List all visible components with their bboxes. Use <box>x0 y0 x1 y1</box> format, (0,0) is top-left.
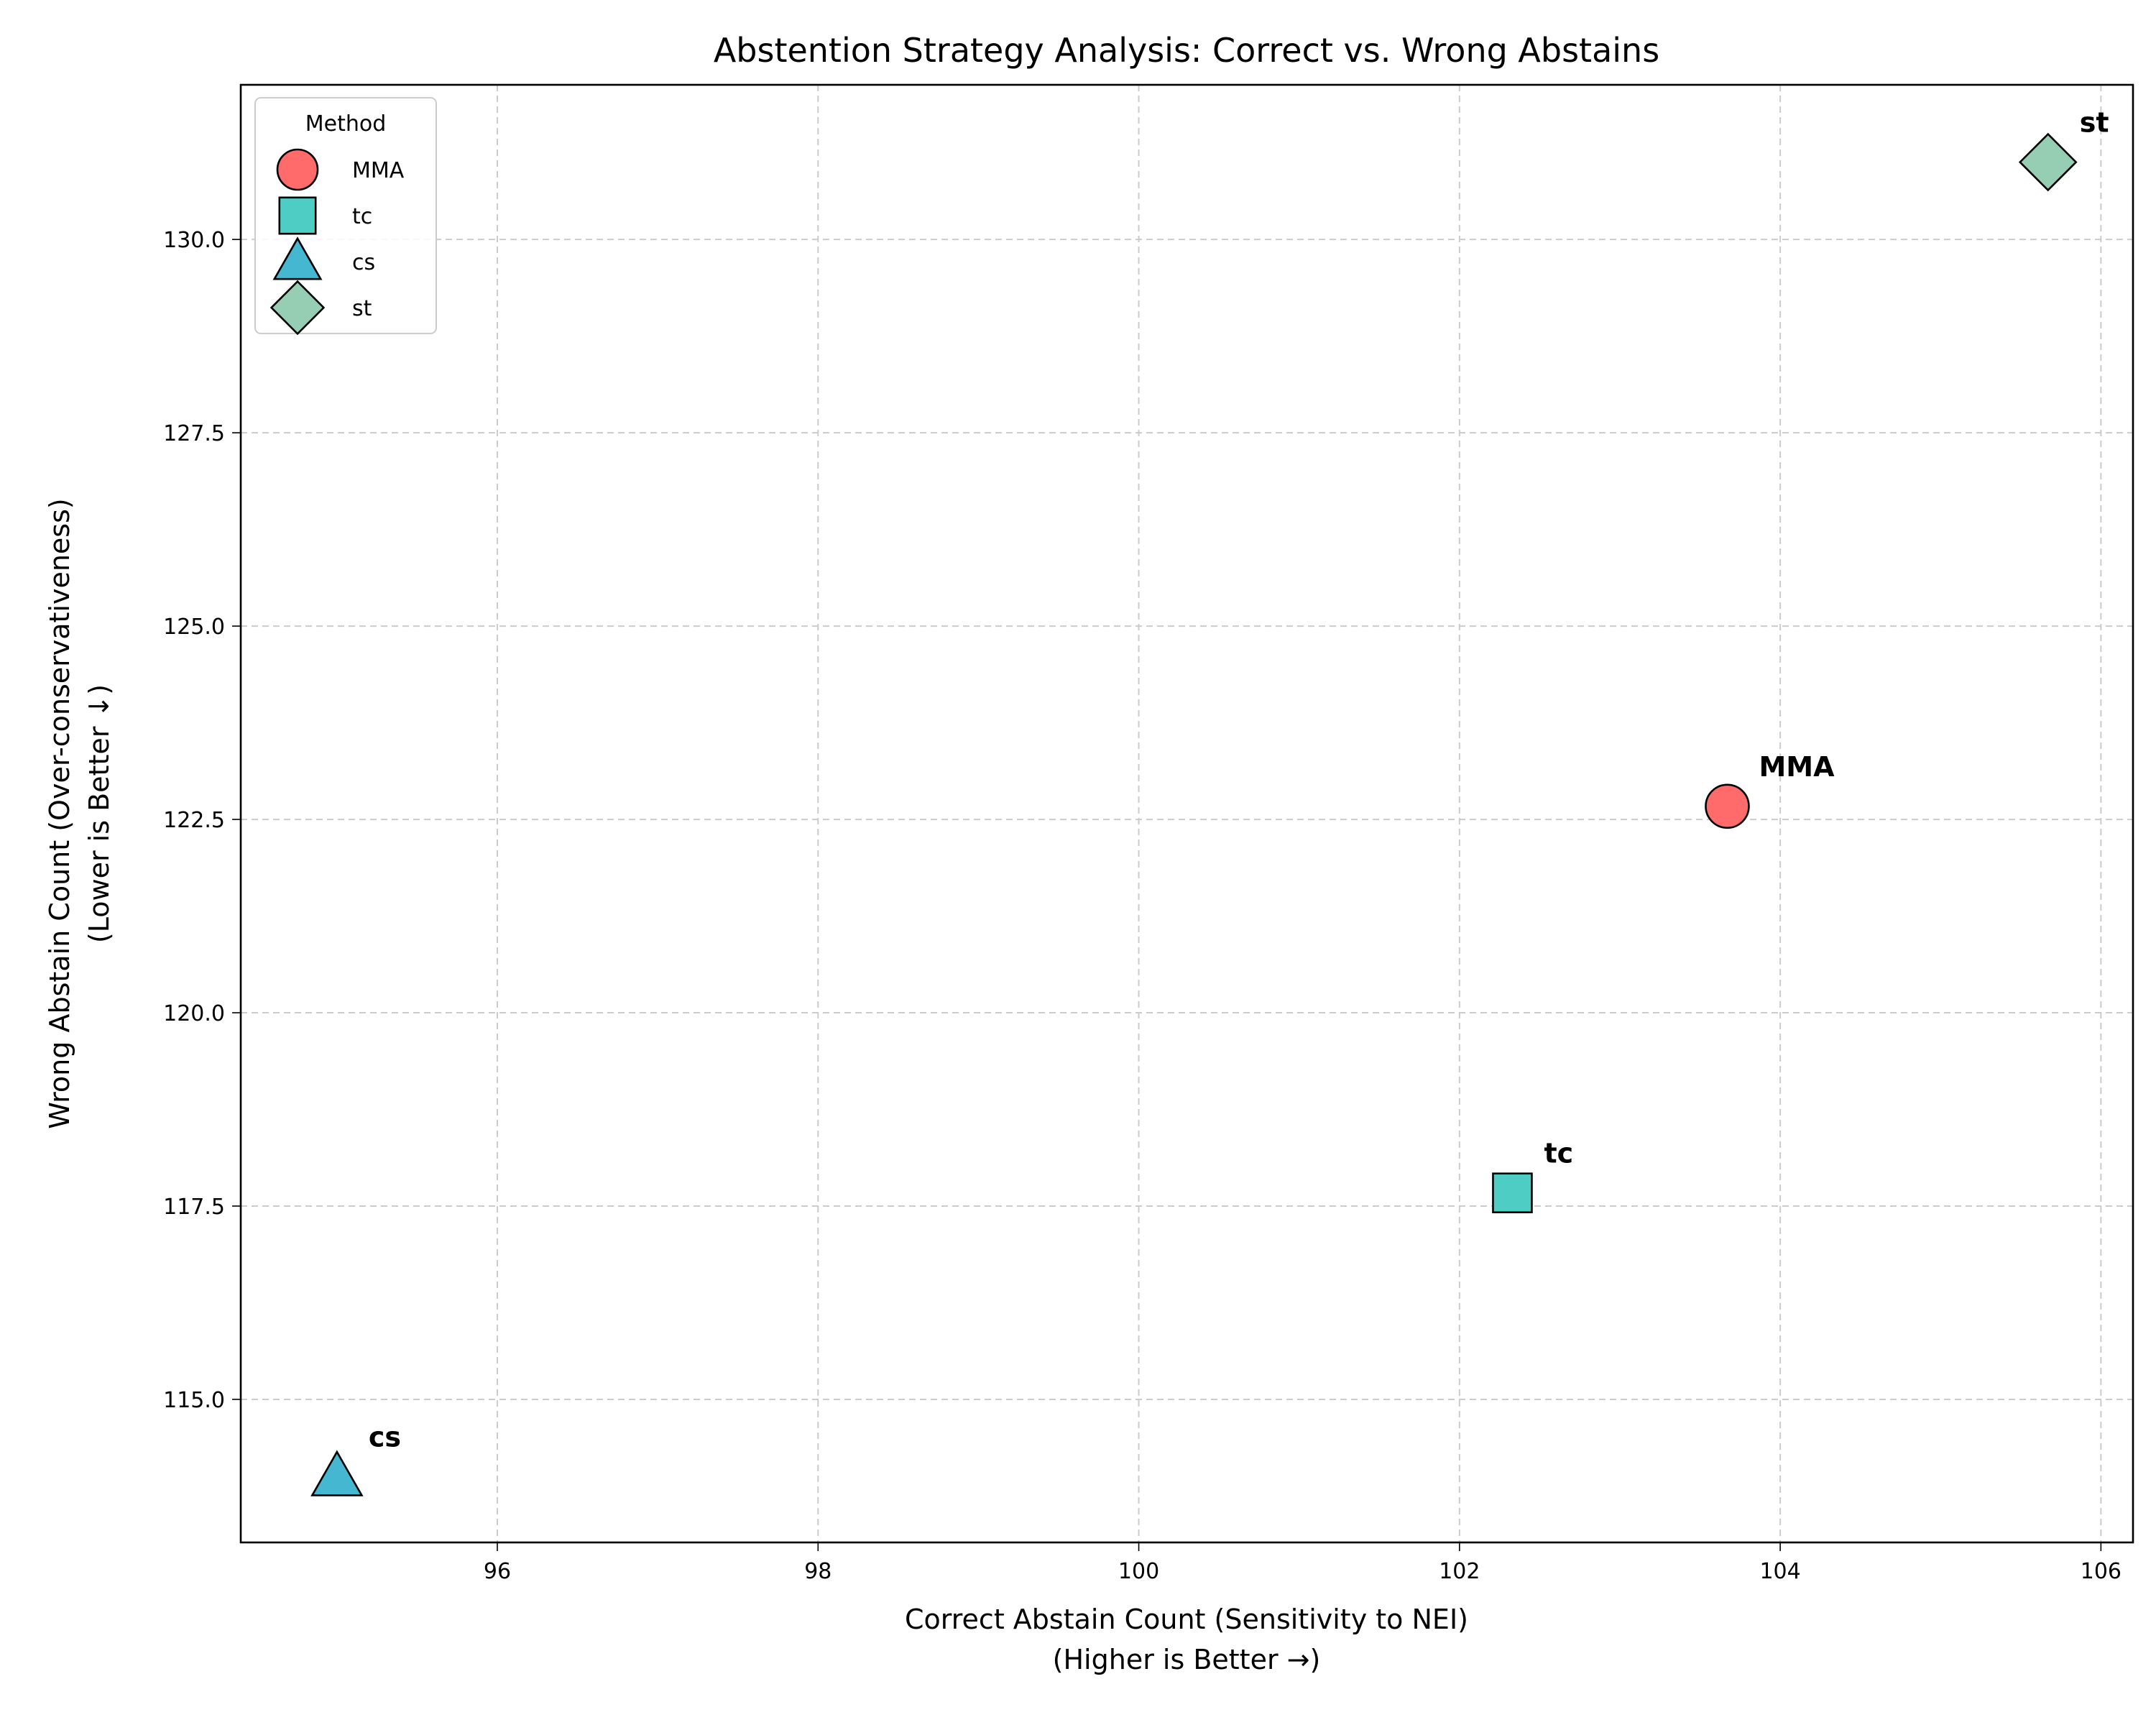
legend-marker-cs <box>272 236 323 280</box>
plot-frame <box>239 83 2134 1544</box>
y-axis-label-line1: Wrong Abstain Count (Over-conservativene… <box>44 498 75 1128</box>
x-tick-label: 106 <box>2081 1559 2122 1584</box>
point-label-mma: MMA <box>1759 751 1835 783</box>
axis-ticks: 96 98 100 102 104 106 115.0 117.5 120.0 122.5 125.… <box>163 228 2122 1584</box>
point-cs <box>310 1450 364 1496</box>
x-axis-label-line2: (Higher is Better →) <box>1053 1644 1321 1675</box>
x-tick-label: 96 <box>484 1559 511 1584</box>
y-tick-label: 122.5 <box>163 808 225 833</box>
y-tick-label: 117.5 <box>163 1195 225 1220</box>
x-tick-label: 98 <box>804 1559 831 1584</box>
x-tick-label: 104 <box>1759 1559 1800 1584</box>
x-axis-label-line1: Correct Abstain Count (Sensitivity to NE… <box>905 1604 1468 1635</box>
y-tick-label: 125.0 <box>163 615 225 640</box>
y-tick-label: 130.0 <box>163 228 225 253</box>
legend-marker-st <box>270 280 326 336</box>
legend-label-st: st <box>352 296 372 321</box>
x-tick-label: 102 <box>1439 1559 1480 1584</box>
legend: Method MMA tc cs st <box>254 97 437 336</box>
legend-label-cs: cs <box>352 250 375 275</box>
point-mma <box>1705 783 1750 829</box>
legend-label-tc: tc <box>352 204 372 229</box>
legend-marker-mma <box>276 148 319 191</box>
legend-title: Method <box>305 111 387 137</box>
point-label-tc: tc <box>1544 1138 1573 1169</box>
y-tick-label: 115.0 <box>163 1388 225 1413</box>
point-label-st: st <box>2080 107 2109 139</box>
point-label-cs: cs <box>369 1422 401 1453</box>
y-tick-label: 120.0 <box>163 1001 225 1026</box>
grid <box>241 85 2133 1542</box>
x-tick-label: 100 <box>1118 1559 1159 1584</box>
legend-marker-tc <box>278 196 317 235</box>
y-tick-label: 127.5 <box>163 421 225 446</box>
point-st <box>2018 132 2078 192</box>
y-axis-label-line2: (Lower is Better ↓) <box>83 684 115 943</box>
legend-items: MMA tc cs st <box>270 148 405 336</box>
data-points: MMA tc cs st <box>310 107 2109 1496</box>
legend-label-mma: MMA <box>352 158 405 183</box>
point-tc <box>1492 1172 1533 1214</box>
chart-title: Abstention Strategy Analysis: Correct vs… <box>714 31 1659 70</box>
